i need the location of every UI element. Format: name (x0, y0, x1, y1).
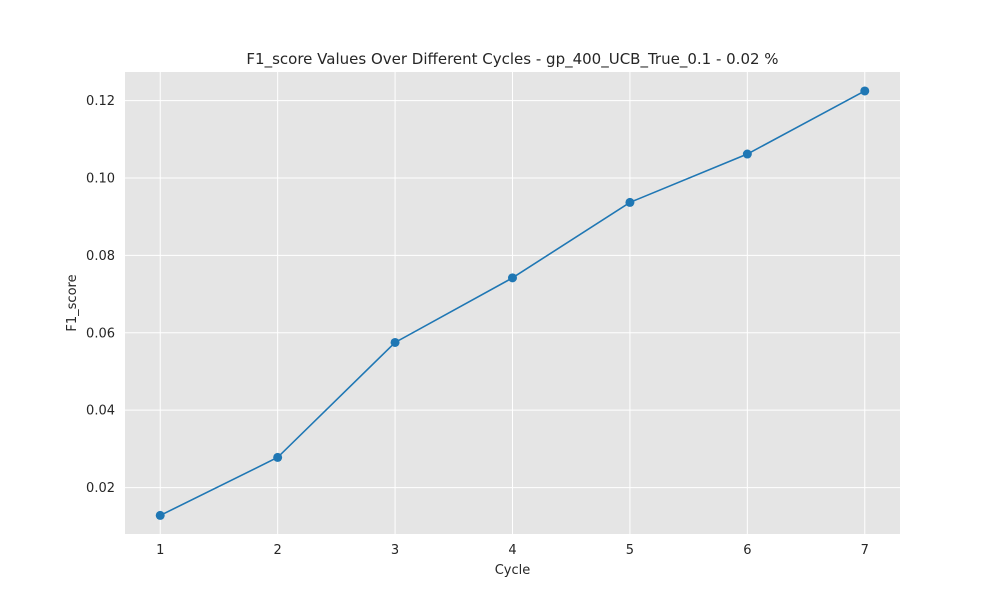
y-tick-label: 0.04 (86, 404, 115, 419)
y-axis-label: F1_score (65, 274, 80, 331)
x-tick-label: 2 (274, 543, 282, 558)
data-point (273, 452, 283, 462)
data-point (155, 510, 165, 520)
grid-lines (125, 72, 900, 534)
x-axis-label: Cycle (495, 563, 531, 578)
data-point (390, 337, 400, 347)
data-points (155, 86, 870, 520)
data-point (860, 86, 870, 96)
x-tick-label: 5 (626, 543, 634, 558)
y-tick-label: 0.02 (86, 481, 115, 496)
data-point (508, 273, 517, 283)
x-tick-label: 4 (508, 543, 516, 558)
y-tick-label: 0.12 (86, 94, 115, 109)
y-tick-label: 0.10 (86, 172, 115, 187)
x-axis-ticks: 1 2 3 4 5 6 7 (156, 543, 869, 558)
x-tick-label: 6 (743, 543, 751, 558)
y-tick-label: 0.06 (86, 326, 115, 341)
x-tick-label: 7 (861, 543, 869, 558)
x-tick-label: 3 (391, 543, 399, 558)
data-point (742, 149, 752, 159)
data-point (625, 197, 635, 207)
y-axis-ticks: 0.02 0.04 0.06 0.08 0.10 0.12 (86, 94, 115, 496)
x-tick-label: 1 (156, 543, 164, 558)
y-tick-label: 0.08 (86, 249, 115, 264)
chart-title: F1_score Values Over Different Cycles - … (246, 50, 778, 69)
